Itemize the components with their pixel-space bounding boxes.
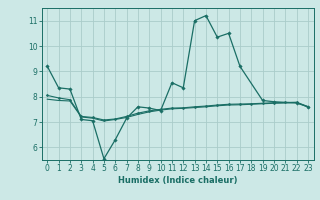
X-axis label: Humidex (Indice chaleur): Humidex (Indice chaleur)	[118, 176, 237, 185]
